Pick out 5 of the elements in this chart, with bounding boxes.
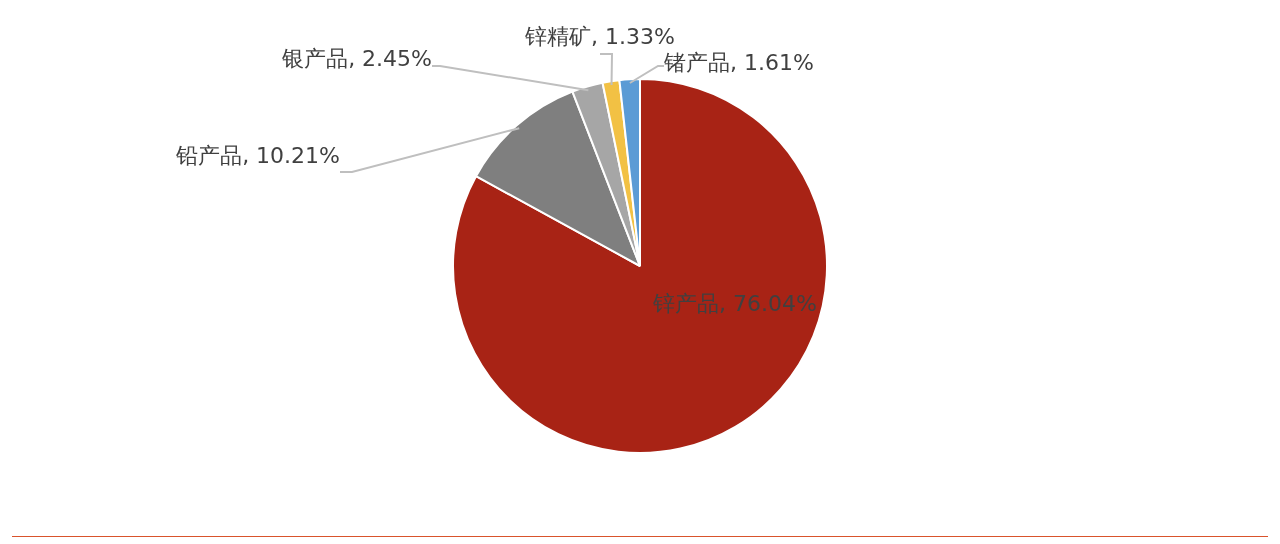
- slice-label: 锗产品, 1.61%: [663, 49, 814, 75]
- slice-label: 银产品, 2.45%: [281, 45, 432, 71]
- slice-label: 锌精矿, 1.33%: [524, 23, 675, 49]
- slice-label: 铅产品, 10.21%: [175, 142, 340, 168]
- slice-label: 锌产品, 76.04%: [652, 290, 817, 316]
